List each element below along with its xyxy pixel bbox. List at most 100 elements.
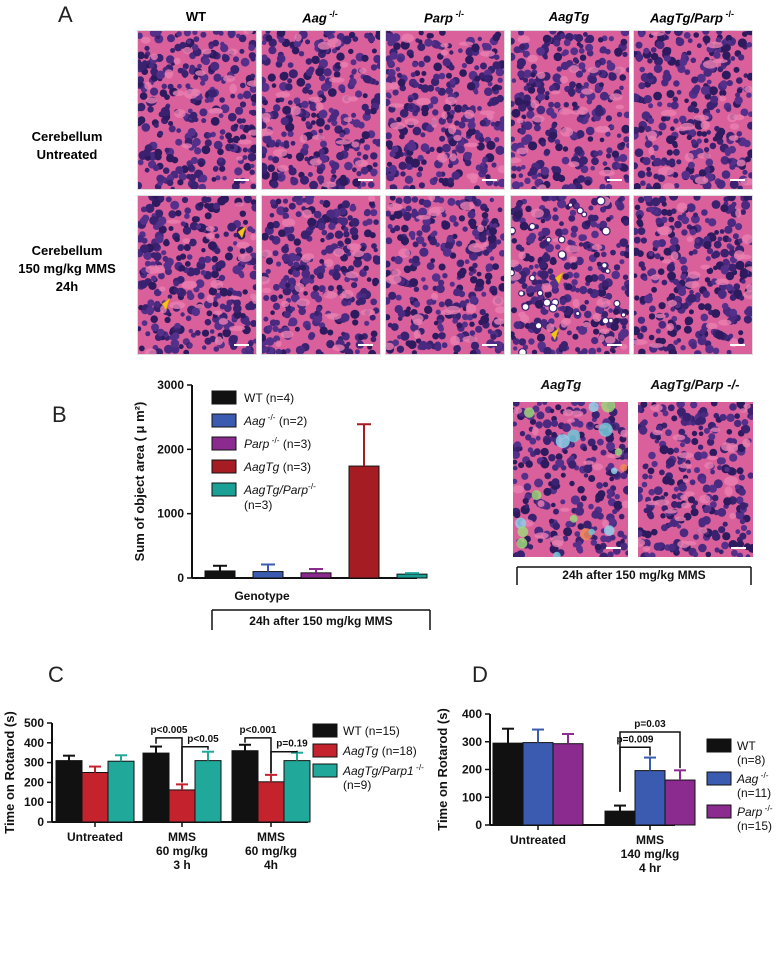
nucleus bbox=[547, 268, 554, 275]
nucleus bbox=[200, 80, 206, 86]
nucleus bbox=[282, 212, 290, 220]
nucleus bbox=[307, 172, 313, 177]
nucleus bbox=[537, 537, 543, 543]
nucleus bbox=[387, 322, 393, 328]
nucleus bbox=[218, 31, 224, 36]
nucleus bbox=[619, 542, 628, 551]
nucleus bbox=[691, 438, 699, 445]
nucleus bbox=[700, 313, 709, 322]
nucleus bbox=[461, 62, 467, 69]
nucleus bbox=[442, 273, 448, 279]
nucleus bbox=[745, 554, 751, 557]
nucleus bbox=[663, 247, 672, 256]
legend-label: Aag -/- (n=2) bbox=[243, 412, 307, 428]
nucleus bbox=[583, 82, 589, 88]
eosin-patch bbox=[650, 274, 660, 281]
nucleus bbox=[391, 145, 399, 153]
nucleus bbox=[653, 64, 663, 73]
nucleus bbox=[653, 486, 663, 495]
scale-bar bbox=[234, 179, 249, 181]
nucleus bbox=[194, 147, 202, 155]
nucleus bbox=[736, 402, 745, 409]
eosin-patch bbox=[453, 134, 462, 142]
nucleus bbox=[562, 49, 569, 56]
nucleus bbox=[326, 209, 336, 219]
bar bbox=[257, 781, 285, 823]
nucleus bbox=[661, 208, 668, 216]
nucleus bbox=[684, 69, 691, 75]
nucleus bbox=[554, 101, 561, 109]
nucleus bbox=[262, 162, 268, 172]
eosin-patch bbox=[205, 233, 215, 240]
eosin-patch bbox=[667, 300, 677, 307]
nucleus bbox=[613, 317, 620, 325]
superscript-part: -/- bbox=[269, 435, 279, 445]
nucleus bbox=[538, 236, 543, 242]
nucleus bbox=[242, 147, 248, 153]
bar bbox=[194, 760, 222, 823]
nucleus bbox=[581, 68, 586, 73]
nucleus bbox=[307, 89, 313, 95]
nucleus bbox=[240, 57, 250, 67]
nucleus bbox=[644, 530, 652, 539]
nucleus bbox=[438, 301, 445, 308]
nucleus bbox=[480, 162, 485, 168]
nucleus bbox=[421, 277, 426, 282]
scale-bar bbox=[606, 547, 621, 549]
nucleus bbox=[634, 183, 641, 189]
vacuole bbox=[518, 290, 525, 297]
nucleus bbox=[138, 118, 143, 127]
nucleus bbox=[272, 250, 279, 257]
nucleus bbox=[625, 284, 629, 290]
nucleus bbox=[313, 314, 323, 324]
nucleus bbox=[527, 300, 533, 305]
object-highlight bbox=[516, 537, 528, 549]
eosin-patch bbox=[728, 135, 739, 141]
nucleus bbox=[219, 135, 225, 140]
nucleus bbox=[726, 158, 732, 164]
nucleus bbox=[138, 51, 145, 60]
nucleus bbox=[524, 100, 530, 106]
nucleus bbox=[513, 478, 518, 484]
nucleus bbox=[437, 323, 444, 331]
nucleus bbox=[390, 37, 397, 44]
x-tick-label: Untreated bbox=[510, 833, 566, 847]
nucleus bbox=[386, 314, 391, 321]
nucleus bbox=[225, 132, 232, 140]
nucleus bbox=[553, 508, 559, 515]
nucleus bbox=[560, 472, 566, 478]
nucleus bbox=[173, 287, 179, 294]
nucleus bbox=[487, 234, 497, 244]
nucleus bbox=[612, 508, 618, 515]
nucleus bbox=[228, 334, 238, 344]
nucleus bbox=[339, 217, 349, 226]
nucleus bbox=[670, 126, 675, 131]
nucleus bbox=[445, 87, 453, 95]
y-tick-label: 300 bbox=[24, 756, 44, 770]
micrograph-image bbox=[513, 402, 628, 557]
nucleus bbox=[250, 94, 256, 103]
eosin-patch bbox=[527, 54, 539, 63]
italic-part: Parp bbox=[244, 437, 270, 451]
nucleus bbox=[638, 82, 646, 90]
nucleus bbox=[555, 143, 563, 152]
nucleus bbox=[300, 230, 310, 240]
nucleus bbox=[544, 290, 552, 298]
nucleus bbox=[626, 67, 629, 73]
nucleus bbox=[262, 54, 268, 61]
nucleus bbox=[281, 253, 290, 262]
legend-swatch bbox=[211, 482, 237, 497]
eosin-patch bbox=[155, 264, 165, 274]
nucleus bbox=[351, 70, 357, 75]
nucleus bbox=[483, 74, 491, 82]
nucleus bbox=[184, 207, 191, 214]
nucleus bbox=[526, 110, 535, 119]
nucleus bbox=[662, 410, 669, 417]
vacuole bbox=[613, 299, 621, 308]
nucleus bbox=[625, 247, 629, 253]
nucleus bbox=[190, 332, 197, 338]
nucleus bbox=[600, 535, 608, 543]
nucleus bbox=[350, 59, 357, 66]
nucleus bbox=[635, 53, 644, 62]
nucleus bbox=[367, 181, 375, 188]
